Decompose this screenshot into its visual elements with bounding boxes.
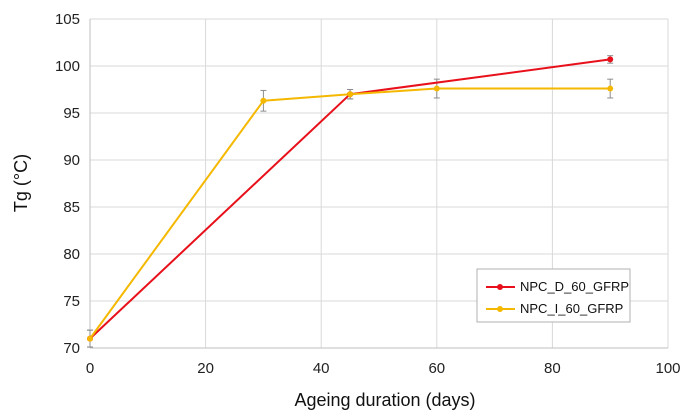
x-tick-label-40: 40: [313, 360, 330, 377]
x-tick-label-0: 0: [86, 360, 94, 377]
y-tick-label-95: 95: [63, 105, 80, 122]
legend-marker-npc-i: [497, 306, 503, 312]
x-tick-label-100: 100: [655, 360, 680, 377]
y-tick-label-75: 75: [63, 293, 80, 310]
y-tick-label-85: 85: [63, 199, 80, 216]
axes: [89, 19, 668, 349]
point-1-1: [260, 97, 267, 104]
y-tick-labels: 70 75 80 85 90 95 100 105: [55, 11, 80, 357]
legend-marker-npc-d: [497, 284, 503, 290]
legend-box: [476, 268, 631, 323]
y-tick-label-80: 80: [63, 246, 80, 263]
y-tick-label-90: 90: [63, 152, 80, 169]
y-tick-label-100: 100: [55, 58, 80, 75]
y-axis-title: Tg (°C): [11, 154, 31, 212]
point-1-3: [433, 85, 440, 92]
legend: NPC_D_60_GFRP NPC_I_60_GFRP: [476, 268, 631, 323]
legend-label-npc-d: NPC_D_60_GFRP: [520, 279, 629, 294]
point-0-2: [607, 56, 614, 63]
point-1-0: [87, 335, 93, 342]
legend-label-npc-i: NPC_I_60_GFRP: [520, 301, 623, 316]
x-tick-label-60: 60: [428, 360, 445, 377]
x-tick-labels: 0 20 40 60 80 100: [86, 360, 681, 377]
y-tick-label-70: 70: [63, 340, 80, 357]
point-1-4: [607, 85, 614, 92]
x-tick-label-80: 80: [544, 360, 561, 377]
x-axis-title: Ageing duration (days): [294, 390, 475, 410]
series-markers: [87, 56, 614, 342]
x-tick-label-20: 20: [197, 360, 214, 377]
y-tick-label-105: 105: [55, 11, 80, 28]
point-1-2: [347, 91, 354, 98]
